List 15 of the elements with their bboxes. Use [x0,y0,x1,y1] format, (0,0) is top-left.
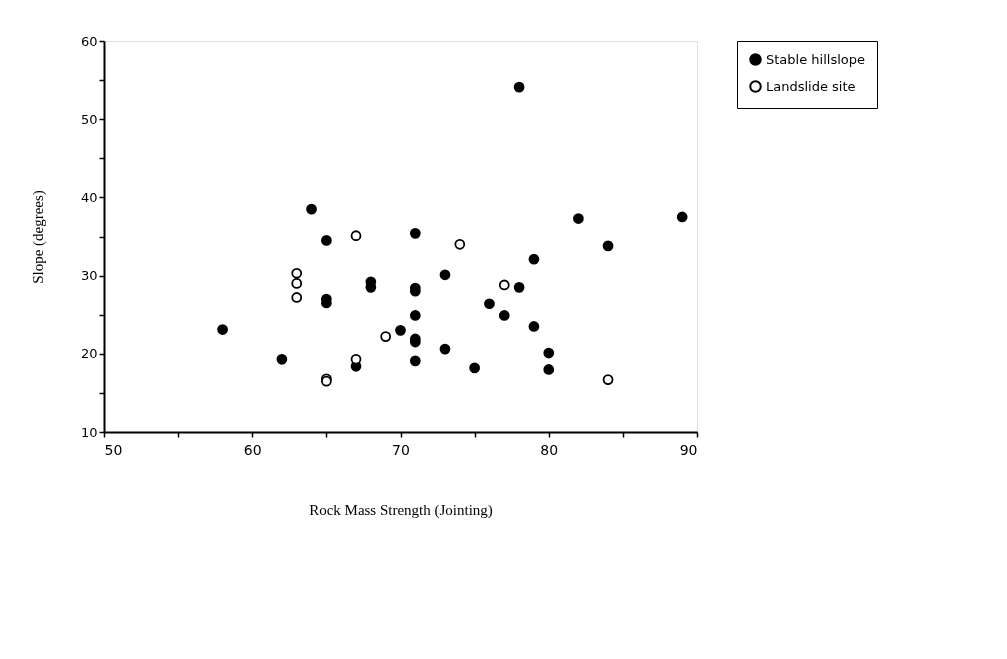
x-tick-label: 50 [104,441,123,458]
x-axis-title: Rock Mass Strength (Jointing) [309,501,493,519]
legend-label: Stable hillslope [766,51,865,67]
y-tick-label: 30 [80,268,98,284]
legend-label: Landslide site [766,78,856,94]
y-tick-label: 40 [80,189,98,205]
y-axis-title: Slope (degrees) [29,190,47,284]
x-tick-label: 90 [679,441,698,458]
x-tick-label: 80 [540,441,559,458]
y-tick-label: 10 [80,424,98,440]
x-tick-label: 60 [243,441,262,458]
y-tick-label: 60 [80,33,98,49]
y-tick-label: 50 [80,111,98,127]
y-tick-label: 20 [80,346,98,362]
x-tick-label: 70 [392,441,410,458]
